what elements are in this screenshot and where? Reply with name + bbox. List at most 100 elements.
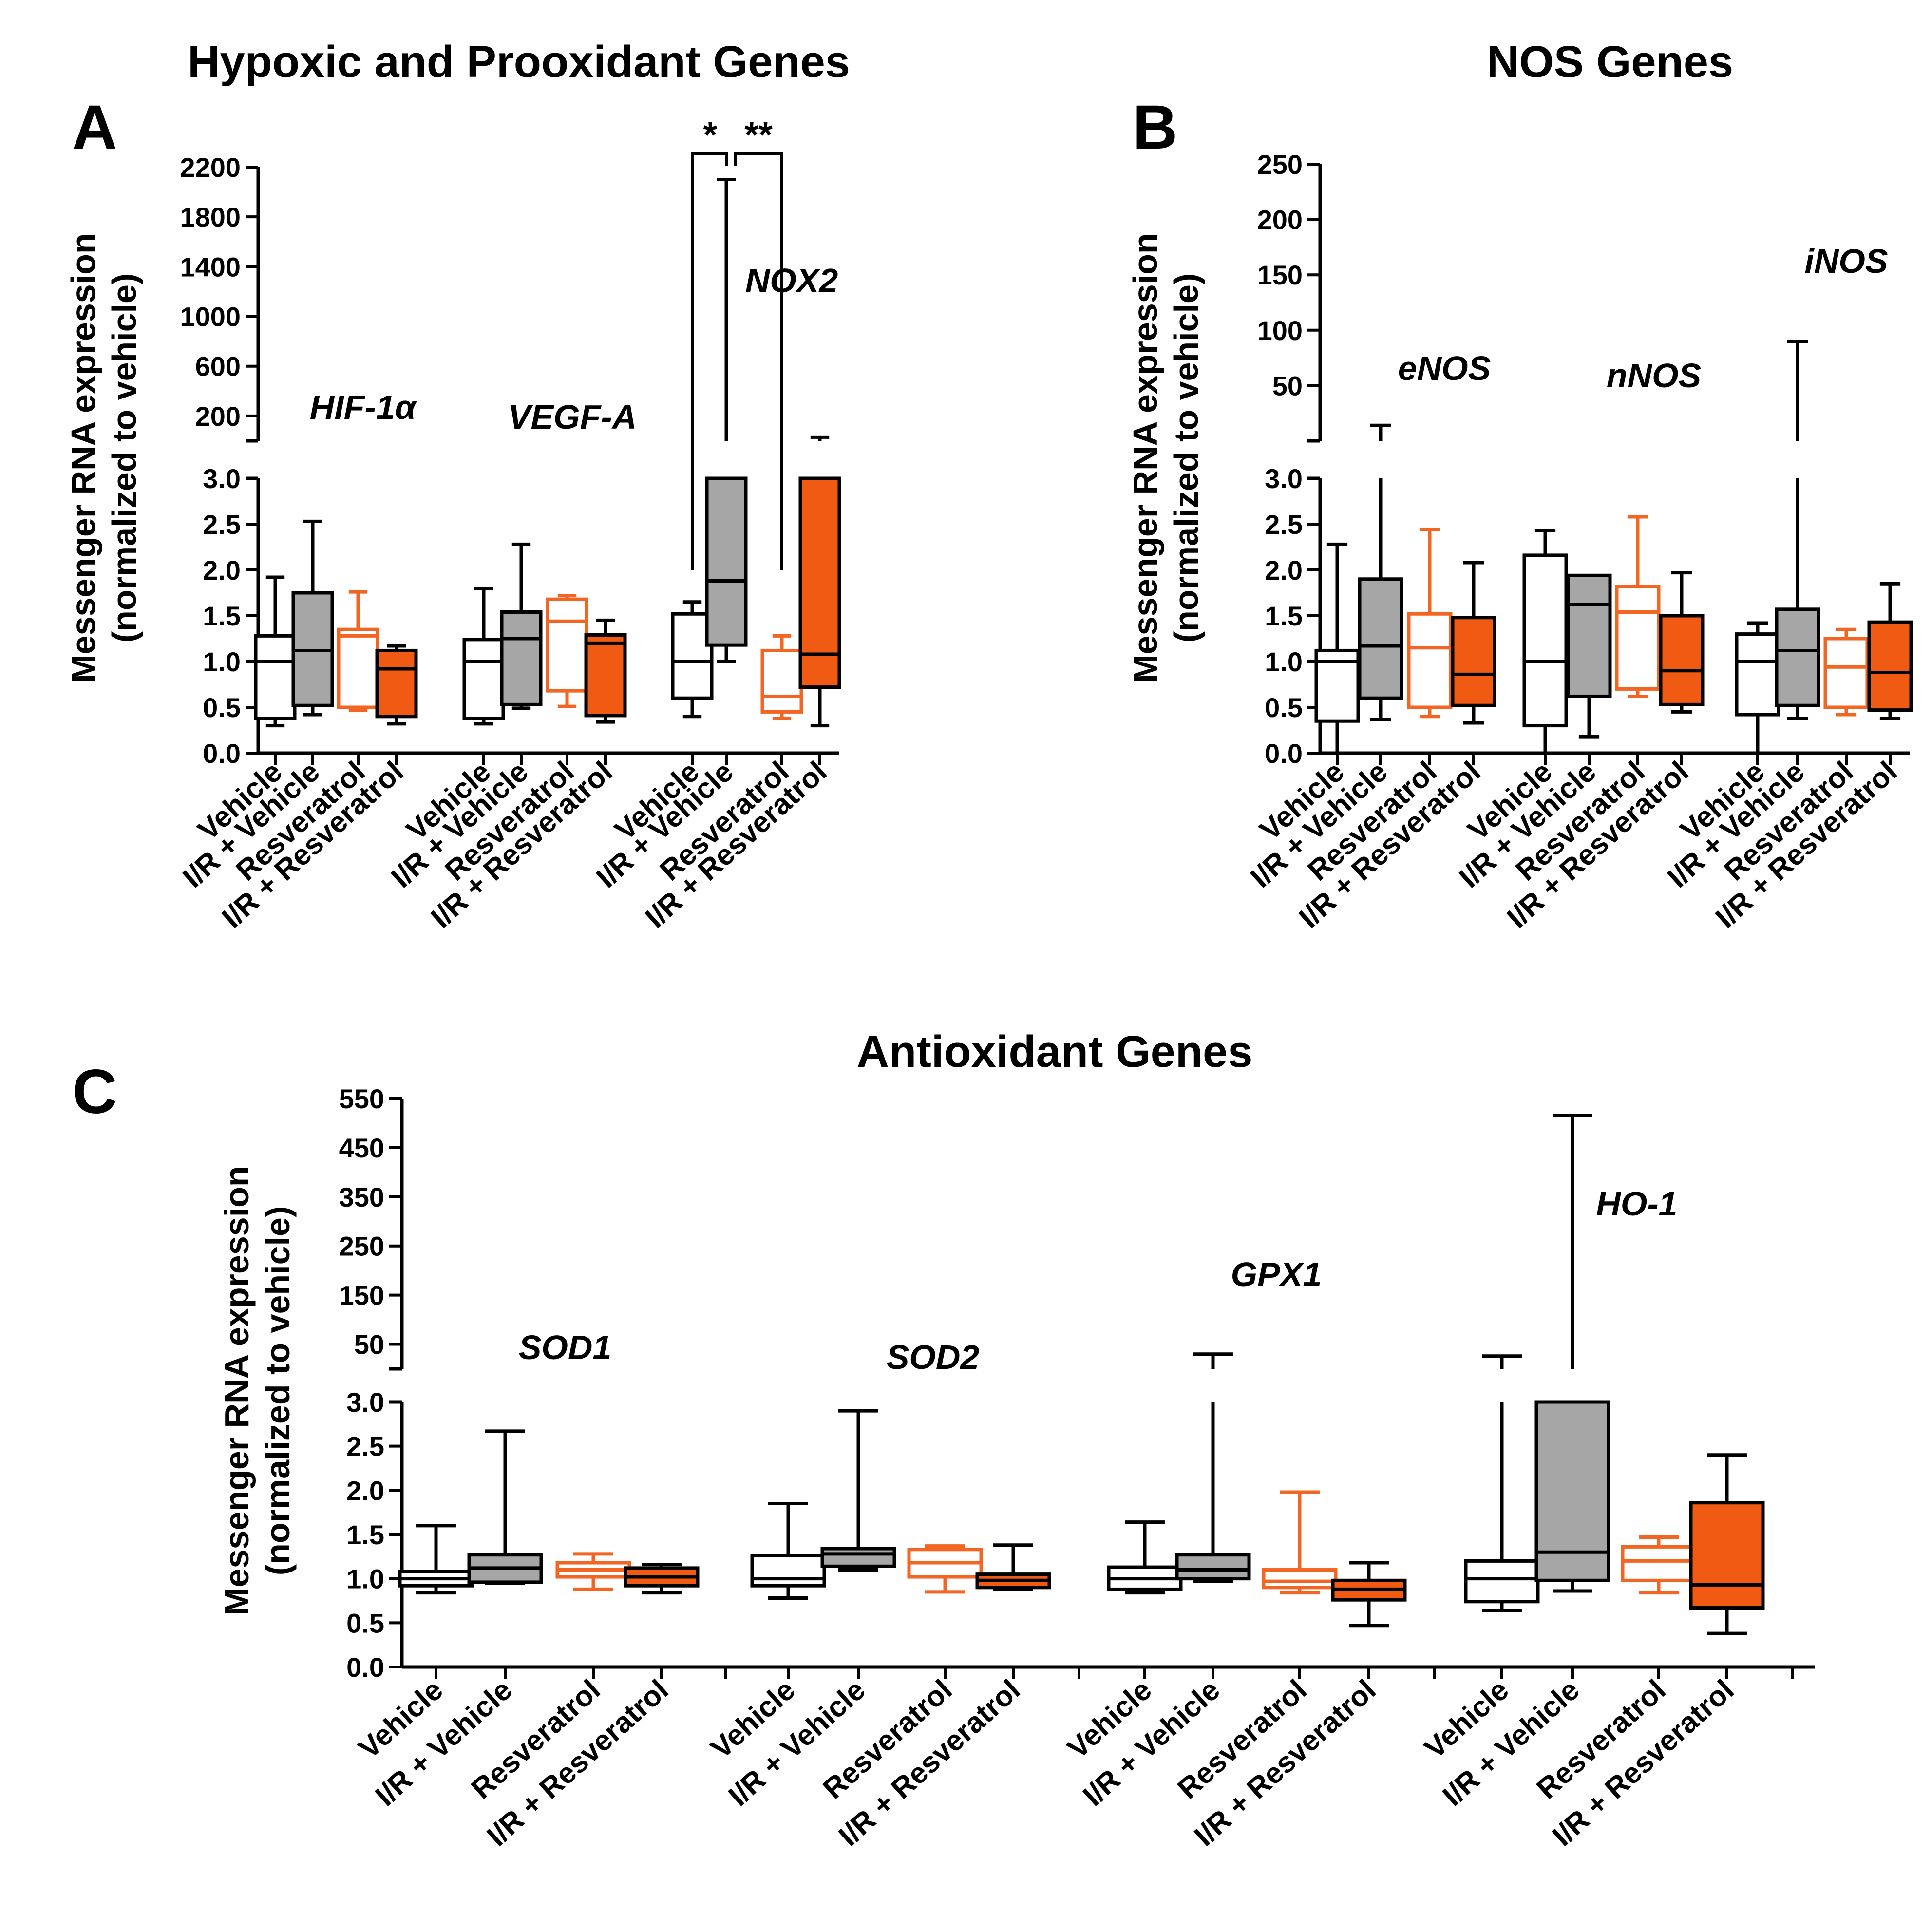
gene-label: GPX1 [1231, 1255, 1322, 1293]
panel-b-ylabel-line2: (normalized to vehicle) [1167, 273, 1205, 643]
panel-a-ytick-label: 200 [195, 401, 241, 432]
panel-a-significance [691, 152, 783, 570]
box-plot-vehicle [1735, 621, 1780, 755]
panel-b-ytick-label: 1.0 [1265, 646, 1303, 677]
box-iqr [1735, 632, 1780, 717]
panel-b-ytick-label: 150 [1257, 260, 1303, 290]
box-plot-vehicle [1522, 529, 1568, 755]
panel-c-ytick-label: 250 [339, 1231, 384, 1262]
box-plot-vehicle [750, 1502, 826, 1600]
box-iqr [1615, 585, 1661, 691]
box-plot-resveratrol [1823, 627, 1869, 717]
panel-c-title: Antioxidant Genes [857, 1027, 1253, 1077]
box-plot-i-r-vehicle [705, 178, 748, 663]
panel-c-gene-gpx1: GPX1 [1107, 1255, 1407, 1628]
panel-b-plot: 0.0 0.5 1.0 1.5 2.0 2.5 3.0 50 100 150 200 250 eNOS n… [1244, 149, 1913, 934]
panel-a-ytick-label: 2.0 [203, 555, 241, 586]
box-plot-i-r-vehicle [1534, 1114, 1610, 1593]
box-plot-i-r-resveratrol [798, 435, 841, 728]
box-plot-i-r-vehicle [291, 519, 334, 717]
box-iqr [1262, 1568, 1338, 1590]
panel-c-ytick-label: 3.0 [346, 1387, 384, 1418]
panel-a-gene-vegf-a: VEGF-A [462, 398, 637, 726]
panel-b-ytick-label: 50 [1272, 370, 1303, 401]
box-plot-i-r-vehicle [1175, 1352, 1251, 1583]
box-plot-i-r-resveratrol [584, 618, 627, 724]
significance-star-single: * [703, 114, 718, 155]
panel-c-ytick-label: 450 [339, 1133, 384, 1163]
box-iqr [546, 597, 588, 693]
gene-label: SOD2 [887, 1338, 980, 1376]
box-plot-vehicle [1314, 542, 1360, 755]
panel-c-ytick-label: 1.0 [346, 1564, 384, 1594]
panel-c-ylabel-line2: (normalized to vehicle) [259, 1206, 297, 1575]
box-iqr [1867, 620, 1913, 712]
box-iqr [254, 634, 297, 720]
panel-b-ytick-label: 250 [1257, 149, 1303, 180]
box-plot-resveratrol [907, 1544, 983, 1594]
panel-a-ytick-label: 600 [195, 351, 241, 382]
box-plot-resveratrol [760, 634, 803, 720]
gene-label: eNOS [1398, 349, 1491, 387]
box-iqr [1522, 553, 1568, 728]
panel-a-ylabel-line1: Messenger RNA expression [64, 233, 102, 682]
panel-a-ytick-label: 1000 [180, 302, 241, 332]
box-iqr [820, 1547, 896, 1568]
box-plot-vehicle [1107, 1520, 1183, 1595]
box-plot-i-r-vehicle [1358, 423, 1403, 721]
box-plot-vehicle [398, 1524, 474, 1595]
box-plot-i-r-vehicle [1775, 340, 1820, 720]
box-iqr [1358, 577, 1403, 700]
panel-a-ytick-label: 1400 [180, 251, 241, 282]
panel-b-ytick-label: 2.5 [1265, 509, 1303, 540]
box-iqr [500, 610, 543, 706]
significance-bracket-2 [734, 152, 783, 570]
panel-b-ytick-label: 2.0 [1265, 555, 1303, 586]
gene-label: NOX2 [745, 262, 838, 300]
gene-label: SOD1 [519, 1328, 612, 1366]
panel-a-ytick-label: 1800 [180, 202, 241, 232]
significance-bracket-1 [691, 152, 728, 570]
significance-star-double: ** [744, 114, 773, 155]
panel-a-gene-hif-1-: HIF-1α [254, 388, 418, 728]
panel-c-ytick-label: 0.0 [346, 1652, 384, 1683]
box-iqr [337, 627, 379, 709]
box-iqr [584, 633, 627, 718]
panel-c-ytick-label: 150 [339, 1280, 384, 1311]
box-iqr [1775, 607, 1820, 707]
box-iqr [760, 648, 803, 714]
box-plot-resveratrol [1407, 528, 1453, 719]
panel-a-ytick-label: 0.5 [203, 692, 241, 723]
box-iqr [375, 648, 418, 719]
panel-b-title: NOS Genes [1487, 37, 1733, 87]
panel-b-ytick-label: 0.5 [1265, 692, 1303, 723]
gene-label: nNOS [1607, 357, 1701, 395]
panel-a-gene-nox2: NOX2 [671, 178, 841, 728]
panel-c-ytick-label: 350 [339, 1182, 384, 1212]
box-plot-resveratrol [1262, 1490, 1338, 1595]
panel-c-ytick-label: 2.0 [346, 1475, 384, 1506]
panel-b-ytick-label: 1.5 [1265, 601, 1303, 631]
panel-b-ytick-label: 0.0 [1265, 738, 1303, 769]
box-plot-vehicle [462, 587, 505, 726]
box-plot-i-r-vehicle [820, 1409, 896, 1572]
panel-c-plot: 0.0 0.5 1.0 1.5 2.0 2.5 3.0 50 150 250 350 450 550 SO… [339, 1083, 1815, 1853]
box-plot-i-r-resveratrol [375, 644, 418, 726]
box-plot-i-r-vehicle [467, 1429, 543, 1585]
panel-c-ytick-label: 0.5 [346, 1608, 384, 1638]
panel-b-gene-nnos: nNOS [1522, 357, 1705, 755]
panel-c-gene-sod2: SOD2 [750, 1338, 1051, 1600]
panel-a-ytick-label: 1.5 [203, 601, 241, 631]
box-plot-i-r-resveratrol [1331, 1561, 1407, 1628]
gene-label: VEGF-A [508, 398, 637, 436]
panel-a-title: Hypoxic and Prooxidant Genes [188, 37, 850, 87]
panel-a-ytick-label: 2200 [180, 152, 241, 183]
box-iqr [1823, 637, 1869, 709]
panel-a-ytick-label: 1.0 [203, 646, 241, 677]
panel-a-ytick-label: 3.0 [203, 463, 241, 494]
panel-c-ytick-label: 550 [339, 1083, 384, 1114]
panel-c-ylabel: Messenger RNA expression (normalized to … [218, 1166, 297, 1615]
box-plot-vehicle [1464, 1354, 1540, 1612]
